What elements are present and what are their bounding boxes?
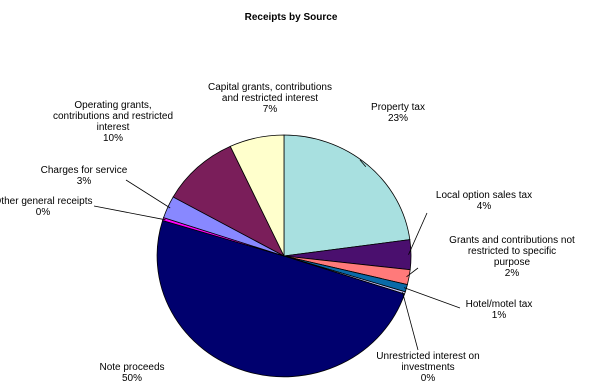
pie-slice-operating-grants-contributions-and-restricted-interest bbox=[172, 145, 285, 257]
leader-line-hotel-motel-tax bbox=[403, 287, 461, 309]
chart-title: Receipts by Source bbox=[245, 12, 338, 23]
slice-label-unrestricted-interest-on-investments: Unrestricted interest on investments 0% bbox=[376, 351, 479, 384]
leader-line-charges-for-service bbox=[125, 179, 171, 209]
leader-line-unrestricted-interest-on-investments bbox=[402, 292, 419, 351]
slice-label-capital-grants-contributions-and-restricted-interest: Capital grants, contributions and restric… bbox=[208, 82, 332, 115]
leader-line-property-tax bbox=[359, 159, 367, 167]
slice-label-property-tax: Property tax 23% bbox=[371, 102, 425, 124]
slice-label-other-general-receipts: Other general receipts 0% bbox=[0, 196, 92, 218]
pie-slice-capital-grants-contributions-and-restricted-interest bbox=[229, 134, 285, 257]
pie-slice-property-tax bbox=[283, 134, 411, 257]
leader-line-local-option-sales-tax bbox=[408, 212, 428, 255]
slice-label-charges-for-service: Charges for service 3% bbox=[41, 165, 128, 187]
pie-slices bbox=[156, 134, 412, 378]
slice-label-local-option-sales-tax: Local option sales tax 4% bbox=[436, 190, 532, 212]
slice-labels: Property tax 23% Local option sales tax 4% G… bbox=[0, 82, 575, 384]
slice-label-note-proceeds: Note proceeds 50% bbox=[99, 362, 164, 384]
pie-slice-note-proceeds bbox=[156, 219, 406, 378]
leader-line-other-general-receipts bbox=[93, 205, 166, 221]
slice-label-operating-grants-contributions-and-restricted-interest: Operating grants, contributions and restr… bbox=[53, 100, 173, 144]
leader-lines bbox=[93, 159, 461, 351]
leader-line-grants-and-contributions-not-restricted-to-specific-purpose bbox=[406, 267, 419, 278]
slice-label-hotel-motel-tax: Hotel/motel tax 1% bbox=[466, 299, 533, 321]
slice-label-grants-and-contributions-not-restricted-to-specific-purpose: Grants and contributions not restricted t… bbox=[449, 235, 575, 279]
